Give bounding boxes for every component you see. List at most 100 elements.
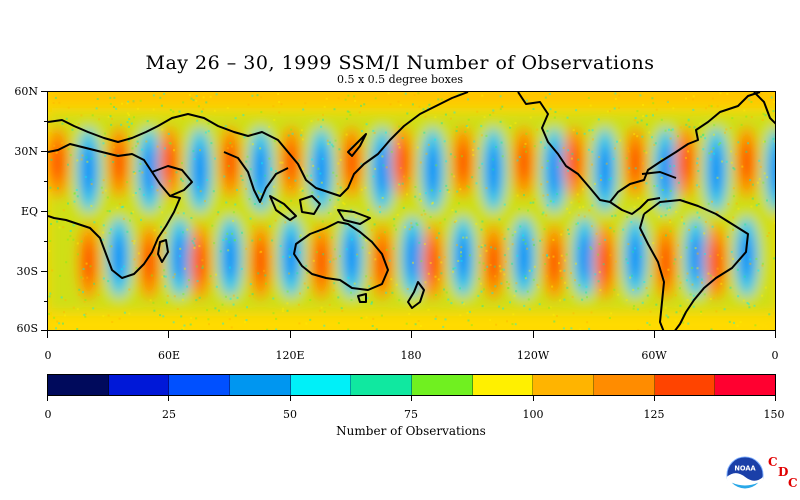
speckle-dot: [111, 117, 113, 120]
speckle-dot: [389, 103, 392, 106]
speckle-dot: [337, 162, 340, 165]
speckle-dot: [689, 293, 692, 296]
speckle-dot: [585, 291, 588, 294]
speckle-dot: [139, 163, 142, 165]
speckle-dot: [268, 157, 271, 160]
speckle-dot: [655, 303, 658, 306]
band-north-rim: [48, 92, 775, 102]
speckle-dot: [440, 272, 443, 275]
speckle-dot: [730, 250, 733, 253]
speckle-dot: [417, 92, 420, 95]
speckle-dot: [332, 289, 335, 292]
speckle-dot: [93, 282, 96, 285]
speckle-dot: [629, 276, 632, 279]
speckle-dot: [232, 294, 235, 297]
colorbar-tick: [533, 396, 534, 401]
speckle-dot: [328, 303, 331, 306]
speckle-dot: [709, 274, 712, 277]
speckle-dot: [567, 169, 570, 172]
speckle-dot: [661, 189, 664, 191]
speckle-dot: [48, 210, 51, 212]
speckle-dot: [679, 310, 682, 313]
speckle-dot: [424, 281, 427, 284]
speckle-dot: [677, 135, 679, 138]
speckle-dot: [475, 222, 478, 225]
speckle-dot: [443, 218, 446, 221]
speckle-dot: [167, 132, 170, 135]
speckle-dot: [466, 311, 469, 314]
speckle-dot: [227, 249, 230, 252]
speckle-dot: [732, 228, 734, 231]
speckle-dot: [442, 325, 445, 328]
swath-peak-south-core: [194, 240, 205, 284]
speckle-dot: [66, 238, 69, 241]
speckle-dot: [140, 218, 142, 221]
speckle-dot: [568, 228, 571, 231]
speckle-dot: [632, 307, 635, 310]
speckle-dot: [485, 134, 488, 137]
speckle-dot: [401, 184, 404, 187]
speckle-dot: [76, 328, 79, 330]
speckle-dot: [365, 123, 368, 126]
speckle-dot: [721, 257, 723, 260]
speckle-dot: [288, 272, 291, 275]
speckle-dot: [750, 101, 753, 103]
speckle-dot: [391, 291, 394, 294]
speckle-dot: [180, 178, 183, 181]
speckle-dot: [653, 143, 656, 146]
speckle-dot: [687, 118, 690, 121]
speckle-dot: [575, 223, 578, 226]
coastline-sumatra: [269, 195, 297, 221]
speckle-dot: [420, 199, 423, 202]
speckle-dot: [392, 247, 395, 250]
speckle-dot: [466, 185, 469, 188]
speckle-dot: [688, 125, 691, 128]
swath-gap-south-core: [458, 233, 469, 281]
coastline-japan: [347, 133, 367, 157]
speckle-dot: [664, 198, 667, 201]
speckle-dot: [440, 98, 443, 101]
speckle-dot: [478, 166, 481, 169]
swath-peak-north-core: [225, 142, 236, 182]
logo-letter-c1: C: [768, 455, 778, 469]
speckle-dot: [198, 245, 201, 248]
speckle-dot: [748, 98, 751, 101]
speckle-dot: [685, 279, 688, 282]
speckle-dot: [291, 132, 294, 135]
speckle-dot: [594, 182, 596, 185]
speckle-dot: [511, 262, 514, 265]
speckle-dot: [578, 200, 581, 203]
speckle-dot: [213, 109, 216, 112]
speckle-dot: [750, 116, 753, 119]
speckle-dot: [682, 198, 685, 201]
speckle-dot: [317, 167, 320, 170]
speckle-dot: [277, 93, 280, 95]
speckle-dot: [546, 204, 549, 207]
speckle-dot: [548, 306, 551, 309]
speckle-dot: [633, 305, 636, 307]
speckle-dot: [757, 203, 760, 205]
speckle-dot: [724, 131, 726, 134]
swath-peak-north-core: [164, 142, 175, 182]
speckle-dot: [215, 93, 218, 96]
speckle-dot: [245, 160, 248, 163]
colorbar-label-50: 50: [283, 408, 297, 421]
speckle-dot: [710, 150, 713, 153]
speckle-dot: [616, 140, 618, 143]
speckle-dot: [396, 213, 399, 216]
speckle-dot: [82, 291, 84, 294]
speckle-dot: [104, 154, 107, 157]
speckle-dot: [460, 251, 462, 254]
speckle-dot: [559, 160, 561, 163]
speckle-dot: [102, 142, 105, 145]
speckle-dot: [230, 326, 233, 329]
speckle-dot: [682, 313, 685, 316]
speckle-dot: [328, 141, 331, 144]
speckle-dot: [418, 198, 421, 201]
speckle-dot: [451, 209, 454, 211]
speckle-dot: [312, 164, 315, 167]
speckle-dot: [334, 139, 337, 142]
speckle-dot: [679, 126, 682, 129]
observation-heatmap: [48, 92, 775, 330]
speckle-dot: [539, 141, 542, 144]
